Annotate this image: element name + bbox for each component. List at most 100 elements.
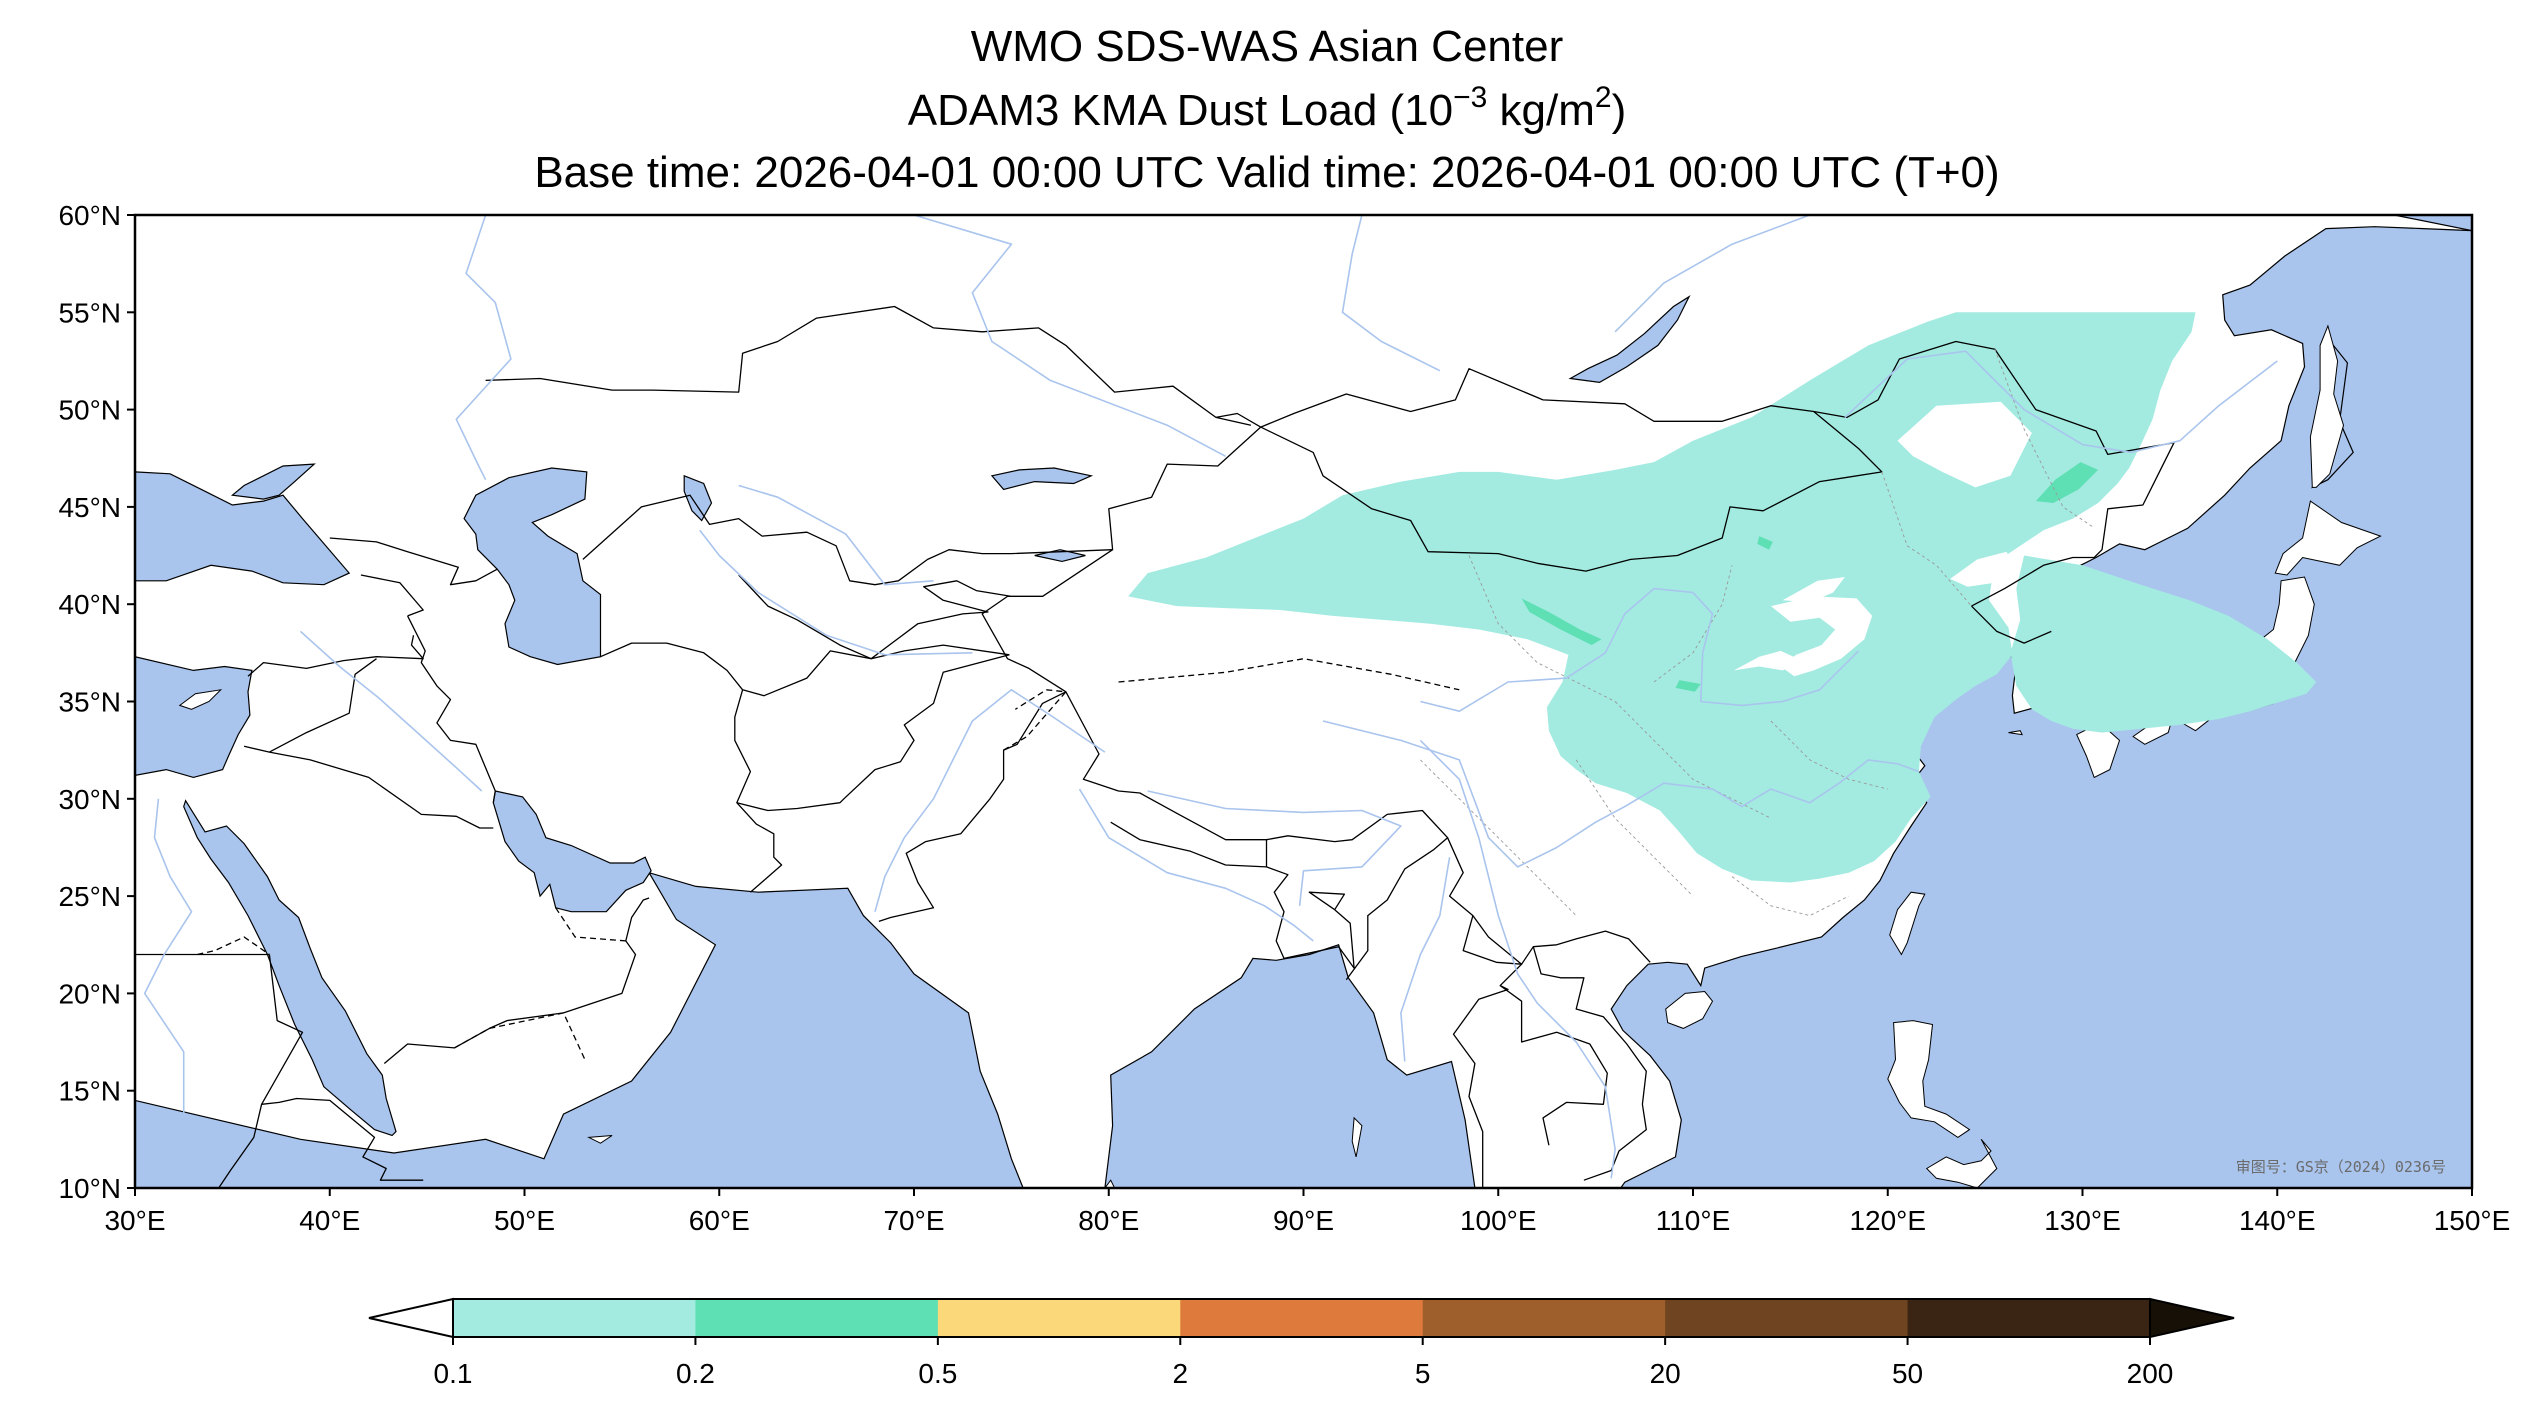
colorbar-tick-label: 0.5: [918, 1358, 957, 1389]
amu-darya-river: [699, 529, 973, 656]
russia-mongolia-extend: [1215, 412, 1262, 428]
inner-china-province-dashed: [1118, 658, 1460, 691]
sakhalin: [2309, 324, 2345, 488]
province-lines-4: [1575, 759, 1694, 897]
red-sea: [183, 799, 397, 1137]
river-layer: [143, 215, 2278, 1188]
nile-river: [143, 798, 193, 1188]
dust-gap-manchuria-hole: [1897, 401, 2032, 488]
okhotsk-corner: [2393, 215, 2472, 232]
lon-tick-label-60: 60°E: [689, 1205, 750, 1236]
lat-tick-label-60: 60°N: [58, 200, 121, 231]
yenisei-river: [1341, 215, 1441, 372]
colorbar-tick-label: 2: [1172, 1358, 1188, 1389]
map-subtitle: ADAM3 KMA Dust Load (10−3 kg/m2): [0, 81, 2534, 138]
myanmar-border: [1345, 837, 1449, 981]
laos-vietnam-thai-borders: [1532, 946, 1647, 1181]
colorbar: 0.1 0.2 0.5 2 5 20 50 200: [368, 1297, 2235, 1389]
mekong-river: [1419, 739, 1616, 1179]
syr-darya-river: [738, 484, 934, 586]
myanmar-thai-laos-border: [1452, 915, 1523, 1188]
lon-tick-label-30: 30°E: [104, 1205, 165, 1236]
colorbar-bin-0.5-2: [937, 1299, 1181, 1337]
ganges-river: [1078, 788, 1314, 942]
lat-tick-label-15: 15°N: [58, 1076, 121, 1107]
subtitle-unit-exponent: 2: [1594, 81, 1612, 114]
lon-tick-label-100: 100°E: [1460, 1205, 1537, 1236]
iran-east-border: [734, 689, 783, 893]
lon-tick-label-90: 90°E: [1273, 1205, 1334, 1236]
lon-tick-label-130: 130°E: [2044, 1205, 2121, 1236]
lon-tick-label-40: 40°E: [299, 1205, 360, 1236]
lon-tick-label-80: 80°E: [1078, 1205, 1139, 1236]
dust-field-central-core-small: [1675, 680, 1701, 692]
lat-tick-label-50: 50°N: [58, 395, 121, 426]
persian-gulf: [492, 790, 652, 913]
dust-gap-inner-mongolia-hole: [1782, 577, 1845, 603]
lat-tick-label-55: 55°N: [58, 297, 121, 328]
colorbar-bin-0.2-0.5: [695, 1299, 939, 1337]
tigris-euphrates: [299, 630, 483, 792]
map-axes: 30°E 40°E 50°E 60°E 70°E 80°E 90°E 100°E 110°E 12…: [58, 200, 2510, 1236]
balkhash-lake: [990, 467, 1094, 491]
yellow-river: [1420, 587, 1860, 713]
colorbar-under-arrow: [368, 1297, 454, 1339]
lon-tick-label-150: 150°E: [2434, 1205, 2511, 1236]
caucasus-borders: [329, 537, 498, 586]
province-lines-3: [1653, 565, 1733, 683]
korea-border: [1971, 605, 2052, 644]
dust-field-qilian-core: [1521, 598, 1602, 646]
iran-border: [407, 615, 496, 803]
dust-gap-hebei-plain-hole: [1770, 596, 1873, 677]
map-plot-area: [135, 215, 2472, 1188]
subtitle-close: ): [1611, 86, 1627, 135]
japan-hokkaido: [2274, 500, 2382, 576]
pak-india-border: [878, 691, 1067, 923]
saudi-yemen-dashed: [454, 1012, 586, 1060]
map-title: WMO SDS-WAS Asian Center: [970, 22, 1564, 71]
brahmaputra-river: [1147, 790, 1402, 906]
arabia-south-borders: [383, 897, 650, 1064]
china-west-border: [981, 426, 1651, 965]
turkey-iraq-syria: [243, 658, 377, 753]
indus-river: [874, 688, 1106, 912]
sea-of-azov: [230, 463, 316, 500]
aral-sea: [683, 474, 713, 522]
colorbar-bin-20-50: [1665, 1299, 1909, 1337]
subtitle-exponent: −3: [1453, 81, 1488, 114]
dust-field-mongolia-core-small: [1757, 536, 1773, 550]
dust-field-northeast-core: [2035, 462, 2099, 503]
central-asia-borders: [600, 642, 1010, 697]
kazakhstan-border: [485, 305, 1252, 426]
colorbar-frame: [452, 1298, 2151, 1338]
taiwan: [1889, 891, 1926, 956]
sri-lanka-tip: [1104, 1179, 1116, 1188]
socotra: [586, 1135, 613, 1144]
egypt-sudan-dashed: [197, 936, 270, 956]
province-lines-7: [1881, 471, 1972, 607]
colorbar-tick-label: 0.1: [434, 1358, 473, 1389]
colorbar-tick-label: 50: [1892, 1358, 1923, 1389]
colorbar-over-arrow: [2149, 1297, 2235, 1339]
ob-irtysh-river: [913, 215, 1226, 458]
province-lines-1: [1468, 555, 1616, 702]
china-mongolia-border: [1260, 368, 1883, 572]
lat-tick-label-20: 20°N: [58, 978, 121, 1009]
mediterranean: [135, 656, 253, 779]
colorbar-bin-50-200: [1907, 1299, 2151, 1337]
uzbek-kyrgyz-borders: [738, 574, 1043, 660]
lat-tick-label-10: 10°N: [58, 1173, 121, 1204]
lon-tick-label-140: 140°E: [2239, 1205, 2316, 1236]
colorbar-tick-label: 0.2: [676, 1358, 715, 1389]
baikal-lake: [1568, 295, 1691, 384]
levant-borders: [247, 635, 424, 677]
kazakhstan-south-border: [582, 494, 1113, 586]
dust-gap-liaoning-hole: [1950, 551, 2017, 587]
dust-gap-loess-hole: [1733, 650, 1803, 671]
black-sea: [135, 471, 351, 586]
time-label: Base time: 2026-04-01 00:00 UTC Valid ti…: [534, 148, 2000, 197]
saudi-uae-dashed: [555, 907, 626, 942]
indian-ocean: [135, 871, 1476, 1188]
lena-river: [1614, 215, 1811, 333]
dust-layer: [1128, 312, 2317, 883]
